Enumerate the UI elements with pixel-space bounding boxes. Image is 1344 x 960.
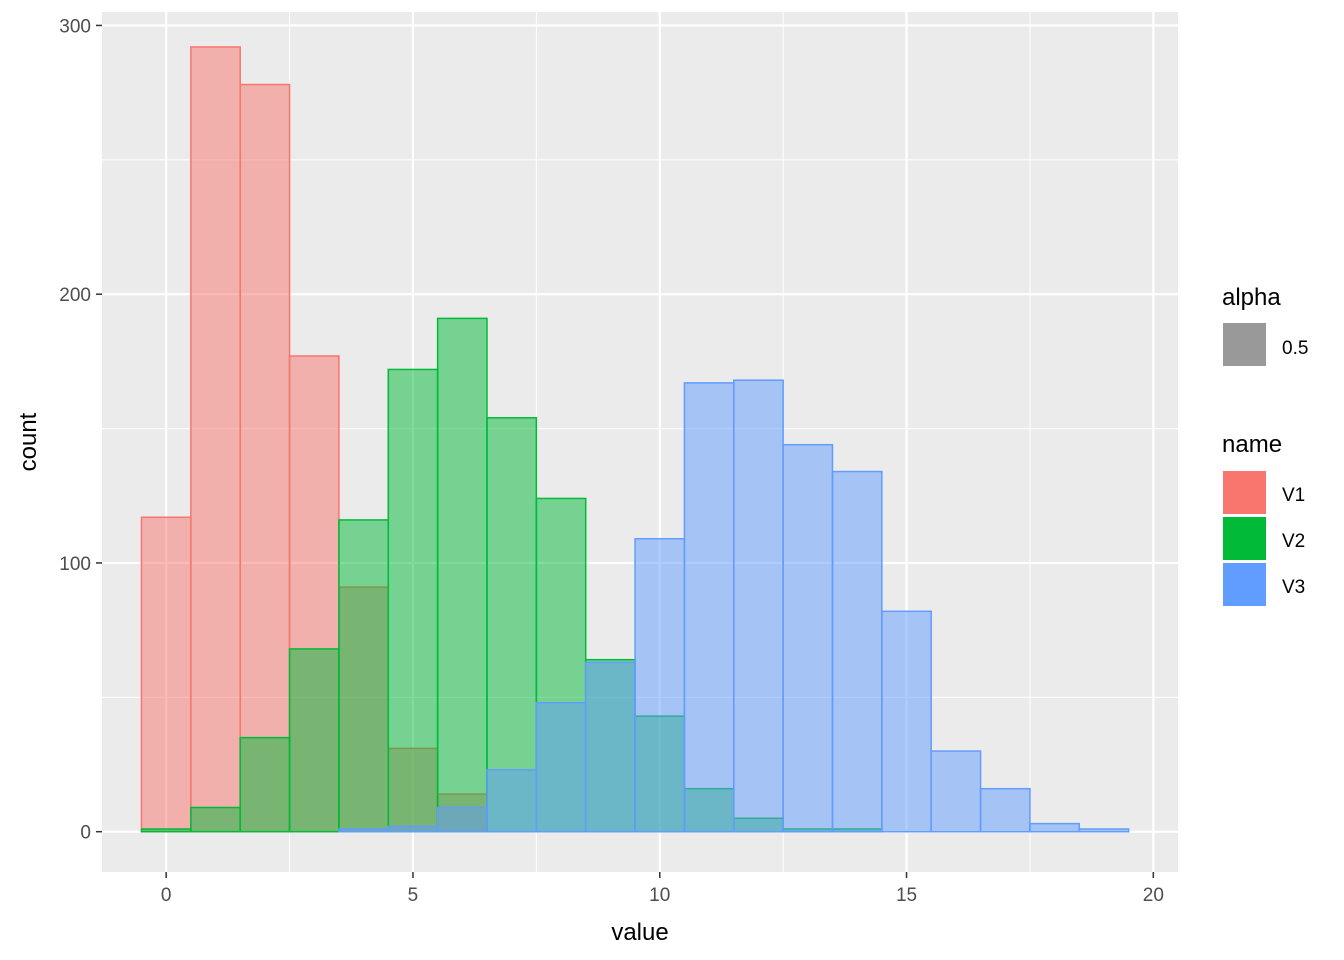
legend-key-V1	[1221, 469, 1268, 516]
legend-label-V1: V1	[1282, 485, 1305, 506]
bar	[140, 828, 192, 833]
bar	[535, 701, 587, 833]
legend-key-V2	[1221, 515, 1268, 562]
legend: alpha 0.5 name V1 V2 V3	[1221, 284, 1308, 608]
y-axis-title: count	[15, 412, 42, 471]
x-tick-label: 0	[161, 885, 172, 906]
legend-title-alpha: alpha	[1222, 284, 1281, 311]
y-tick-label: 300	[59, 16, 91, 37]
y-tick-label: 200	[59, 285, 91, 306]
bar	[338, 519, 390, 833]
bar	[634, 538, 686, 833]
bar	[239, 736, 291, 833]
y-tick-label: 100	[59, 554, 91, 575]
x-tick-label: 10	[649, 885, 670, 906]
bar	[881, 610, 932, 833]
bar	[338, 828, 390, 833]
bar	[140, 516, 192, 833]
bar	[979, 787, 1031, 833]
bar	[190, 46, 241, 833]
legend-label-V2: V2	[1282, 531, 1305, 552]
bar	[831, 470, 883, 833]
bars	[140, 46, 1130, 833]
bar	[190, 806, 241, 833]
bar	[584, 661, 636, 833]
bar	[436, 317, 488, 833]
legend-label-V3: V3	[1282, 577, 1305, 598]
x-tick-label: 5	[408, 885, 419, 906]
bar	[782, 443, 834, 833]
bar	[1078, 828, 1130, 833]
bar	[387, 825, 439, 833]
legend-title-name: name	[1222, 431, 1282, 458]
bar	[1029, 822, 1081, 833]
bar	[387, 368, 439, 833]
bar	[288, 648, 340, 833]
legend-label-alpha: 0.5	[1282, 338, 1308, 359]
bar	[436, 806, 488, 833]
legend-key-V3	[1221, 561, 1268, 608]
x-tick-label: 20	[1143, 885, 1164, 906]
bar	[930, 750, 982, 833]
bar	[486, 769, 538, 833]
x-axis-title: value	[611, 919, 668, 946]
legend-key-alpha	[1221, 321, 1268, 368]
series-V3	[338, 379, 1130, 833]
bar	[683, 382, 735, 833]
bar	[733, 379, 784, 833]
x-tick-label: 15	[896, 885, 917, 906]
bar	[239, 83, 291, 833]
bar	[486, 417, 538, 833]
y-tick-label: 0	[80, 823, 91, 844]
